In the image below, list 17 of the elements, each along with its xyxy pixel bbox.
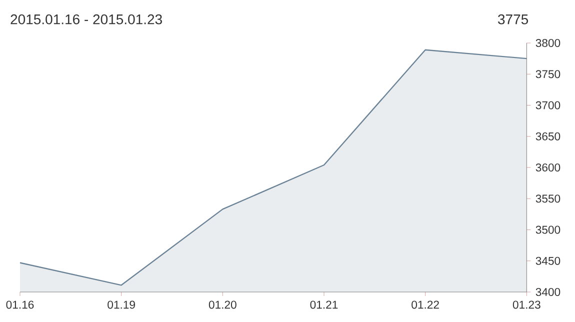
x-tick-label: 01.16 (6, 300, 34, 309)
y-tick-label: 3800 (536, 38, 560, 48)
x-tick-label: 01.19 (108, 300, 135, 309)
x-tick-label: 01.21 (310, 300, 338, 309)
x-tick-label: 01.20 (208, 300, 236, 309)
chart-title: 2015.01.16 - 2015.01.23 (10, 14, 162, 24)
x-tick-label: 01.22 (412, 300, 439, 309)
y-tick-label: 3750 (536, 70, 560, 78)
text: 3775 (498, 14, 528, 24)
y-tick-label: 3650 (536, 132, 560, 140)
y-tick-label: 3600 (536, 163, 560, 172)
y-tick-label: 3700 (536, 101, 560, 110)
x-tick-label: 01.23 (512, 300, 540, 309)
y-tick-label: 3400 (536, 288, 560, 296)
y-tick-label: 3450 (536, 256, 560, 265)
y-tick-label: 3500 (536, 226, 560, 234)
y-tick-label: 3550 (536, 194, 560, 203)
